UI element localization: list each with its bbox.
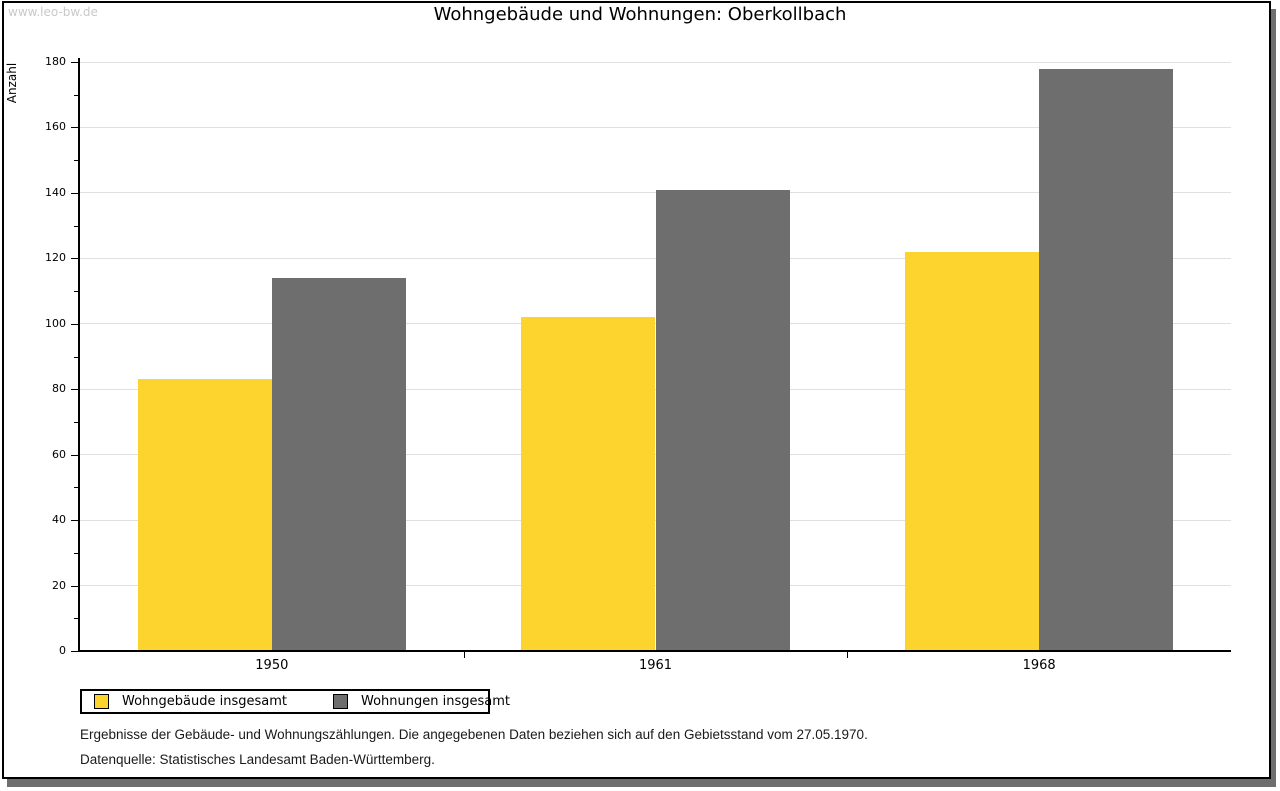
y-minor-tick-90 bbox=[74, 356, 78, 358]
y-minor-tick-150 bbox=[74, 160, 78, 162]
x-axis-line bbox=[78, 650, 1231, 652]
x-tick-label-1950: 1950 bbox=[255, 658, 289, 673]
y-major-tick-0 bbox=[71, 651, 78, 652]
legend-swatch-icon bbox=[94, 694, 109, 709]
y-tick-label-20: 20 bbox=[52, 578, 66, 592]
y-axis-line bbox=[78, 58, 80, 652]
y-minor-tick-170 bbox=[74, 94, 78, 96]
y-major-tick-160 bbox=[71, 127, 78, 129]
x-boundary-tick-1 bbox=[463, 652, 465, 658]
x-tick-label-1961: 1961 bbox=[638, 658, 673, 673]
y-tick-label-40: 40 bbox=[52, 513, 66, 527]
y-major-tick-40 bbox=[71, 520, 78, 522]
gridline-180 bbox=[80, 61, 1231, 63]
legend-item-1: Wohngebäude insgesamt bbox=[94, 694, 287, 709]
y-minor-tick-10 bbox=[74, 618, 78, 620]
bar-series2-1961 bbox=[655, 189, 790, 651]
y-tick-label-0: 0 bbox=[59, 644, 66, 657]
bar-series2-1950 bbox=[271, 277, 407, 651]
y-major-tick-180 bbox=[71, 62, 78, 63]
x-boundary-tick-2 bbox=[847, 652, 849, 658]
legend: Wohngebäude insgesamt Wohnungen insgesamt bbox=[80, 689, 510, 714]
y-minor-tick-50 bbox=[74, 487, 78, 489]
y-tick-label-120: 120 bbox=[45, 251, 66, 265]
legend-item-2: Wohnungen insgesamt bbox=[333, 694, 510, 709]
bar-series1-1961 bbox=[521, 317, 656, 651]
bar-series1-1950 bbox=[137, 379, 272, 651]
y-major-tick-60 bbox=[71, 454, 78, 456]
y-major-tick-120 bbox=[71, 258, 78, 260]
legend-label: Wohnungen insgesamt bbox=[361, 694, 510, 709]
gridline-160 bbox=[80, 126, 1231, 128]
y-tick-label-80: 80 bbox=[52, 382, 66, 396]
y-minor-tick-30 bbox=[74, 552, 78, 554]
bar-series1-1968 bbox=[904, 251, 1040, 651]
x-tick-label-1968: 1968 bbox=[1022, 658, 1056, 673]
y-major-tick-100 bbox=[71, 323, 78, 325]
y-minor-tick-70 bbox=[74, 421, 78, 423]
y-tick-label-160: 160 bbox=[45, 120, 66, 134]
y-tick-label-60: 60 bbox=[52, 447, 66, 461]
footnote-datasource-line: Datenquelle: Statistisches Landesamt Bad… bbox=[80, 752, 435, 767]
footnote-source-line: Ergebnisse der Gebäude- und Wohnungszähl… bbox=[80, 727, 868, 742]
y-tick-label-180: 180 bbox=[45, 55, 66, 68]
y-major-tick-80 bbox=[71, 389, 78, 391]
legend-swatch-icon bbox=[333, 694, 348, 709]
y-minor-tick-110 bbox=[74, 291, 78, 293]
chart-title: Wohngebäude und Wohnungen: Oberkollbach bbox=[433, 4, 847, 25]
y-tick-label-140: 140 bbox=[45, 185, 66, 199]
bar-series2-1968 bbox=[1039, 68, 1174, 651]
y-minor-tick-130 bbox=[74, 225, 78, 227]
y-major-tick-140 bbox=[71, 192, 78, 194]
y-tick-label-100: 100 bbox=[45, 316, 66, 330]
watermark: www.leo-bw.de bbox=[8, 5, 98, 19]
y-major-tick-20 bbox=[71, 585, 78, 587]
legend-label: Wohngebäude insgesamt bbox=[122, 694, 287, 709]
y-axis-title: Anzahl bbox=[5, 62, 19, 104]
